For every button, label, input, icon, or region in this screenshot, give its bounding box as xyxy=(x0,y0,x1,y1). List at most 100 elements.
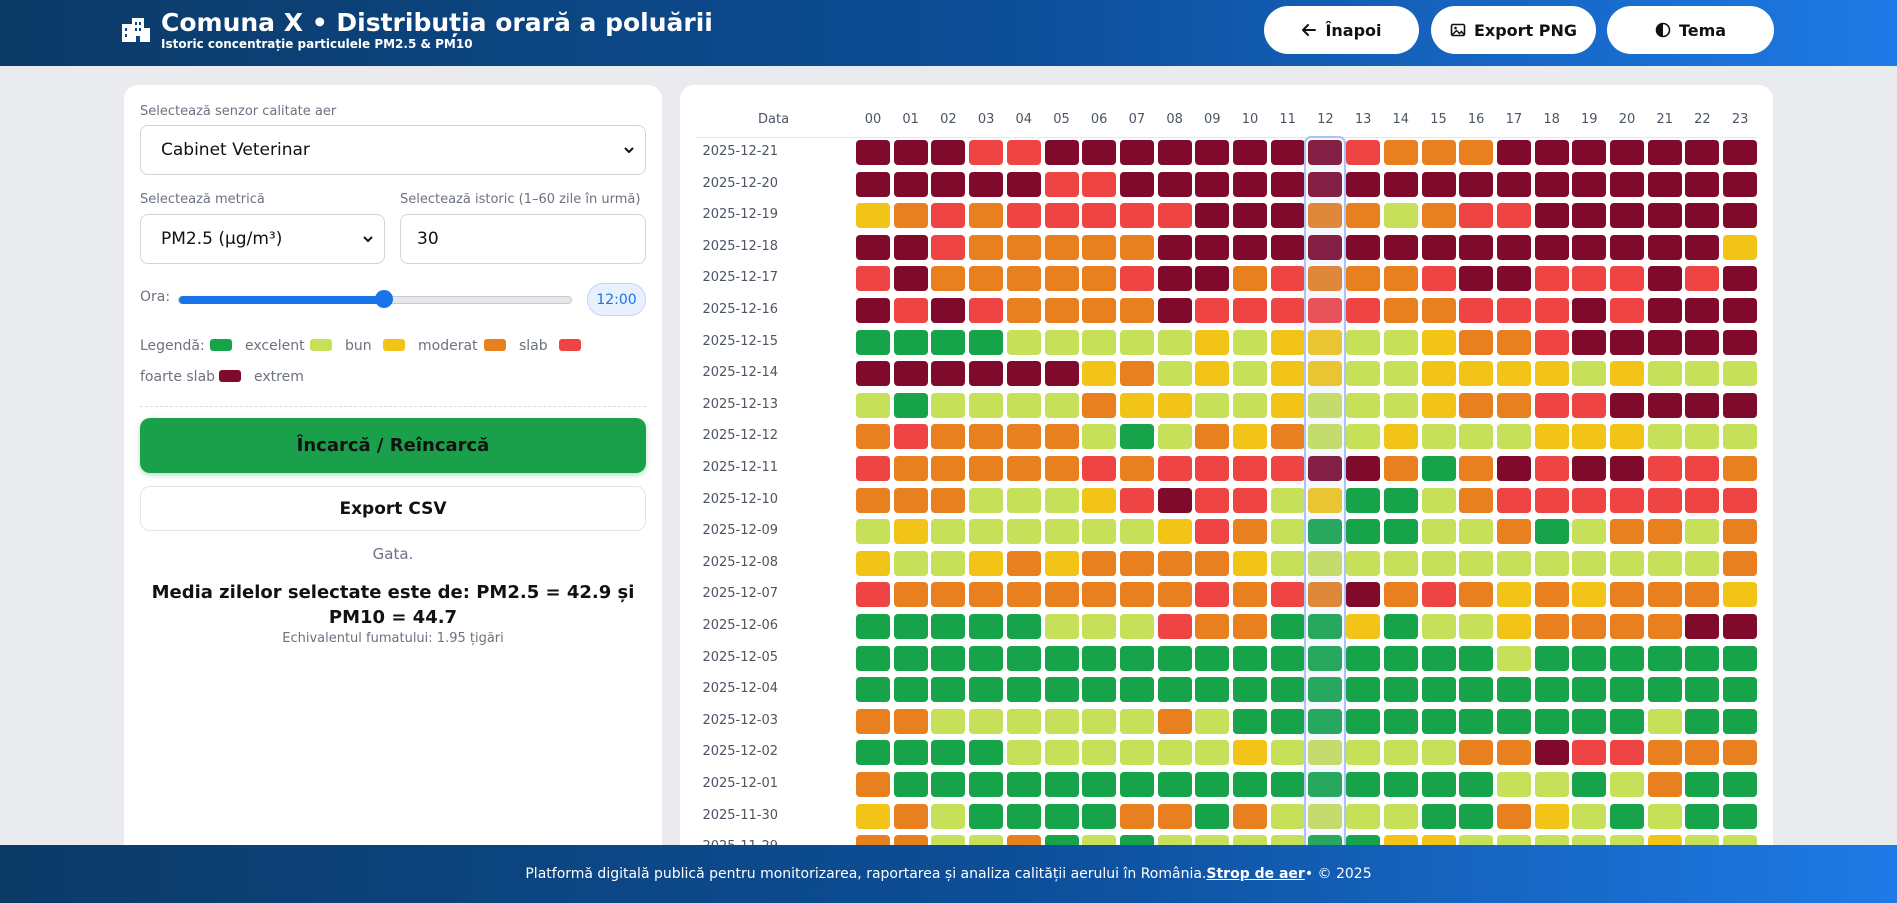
heatmap-cell[interactable] xyxy=(893,708,928,734)
heatmap-cell[interactable] xyxy=(1346,171,1381,197)
heatmap-cell[interactable] xyxy=(1157,645,1192,671)
heatmap-cell[interactable] xyxy=(1610,329,1644,355)
heatmap-cell[interactable] xyxy=(969,298,1004,323)
heatmap-cell[interactable] xyxy=(1610,803,1644,829)
heatmap-cell[interactable] xyxy=(1572,582,1607,608)
heatmap-cell[interactable] xyxy=(1233,519,1267,545)
heatmap-cell[interactable] xyxy=(1157,772,1192,797)
heatmap-cell[interactable] xyxy=(1233,392,1267,418)
heatmap-cell[interactable] xyxy=(1534,803,1569,829)
heatmap-cell[interactable] xyxy=(1270,424,1305,450)
heatmap-cell[interactable] xyxy=(1157,803,1192,829)
heatmap-cell[interactable] xyxy=(1723,708,1758,734)
heatmap-cell[interactable] xyxy=(1006,614,1041,639)
heatmap-cell[interactable] xyxy=(1685,392,1720,418)
heatmap-cell[interactable] xyxy=(1044,803,1079,829)
hour-slider-thumb[interactable] xyxy=(375,290,393,308)
heatmap-cell[interactable] xyxy=(1082,329,1117,355)
heatmap-cell[interactable] xyxy=(1459,677,1494,703)
heatmap-cell[interactable] xyxy=(1006,298,1041,323)
heatmap-cell[interactable] xyxy=(1346,266,1381,292)
heatmap-cell[interactable] xyxy=(1044,708,1079,734)
heatmap-cell[interactable] xyxy=(893,266,928,292)
heatmap-cell[interactable] xyxy=(1610,203,1644,229)
heatmap-cell[interactable] xyxy=(1496,519,1531,545)
heatmap-cell[interactable] xyxy=(1119,582,1154,608)
heatmap-cell[interactable] xyxy=(1572,424,1607,450)
heatmap-cell[interactable] xyxy=(1647,298,1682,323)
heatmap-cell[interactable] xyxy=(1270,392,1305,418)
heatmap-cell[interactable] xyxy=(1233,234,1267,260)
heatmap-cell[interactable] xyxy=(1459,203,1494,229)
heatmap-cell[interactable] xyxy=(1572,550,1607,576)
heatmap-cell[interactable] xyxy=(893,550,928,576)
heatmap-cell[interactable] xyxy=(931,645,966,671)
heatmap-cell[interactable] xyxy=(1534,677,1569,703)
heatmap-cell[interactable] xyxy=(1723,424,1758,450)
heatmap-cell[interactable] xyxy=(1195,203,1230,229)
export-png-button[interactable]: Export PNG xyxy=(1431,6,1596,54)
heatmap-cell[interactable] xyxy=(1006,456,1041,481)
heatmap-cell[interactable] xyxy=(969,392,1004,418)
heatmap-cell[interactable] xyxy=(1647,203,1682,229)
heatmap-cell[interactable] xyxy=(1421,645,1456,671)
heatmap-cell[interactable] xyxy=(1195,740,1230,766)
heatmap-cell[interactable] xyxy=(1685,740,1720,766)
heatmap-cell[interactable] xyxy=(1119,456,1154,481)
heatmap-cell[interactable] xyxy=(1610,677,1644,703)
heatmap-cell[interactable] xyxy=(1723,361,1758,387)
heatmap-cell[interactable] xyxy=(1496,487,1531,513)
heatmap-cell[interactable] xyxy=(1044,645,1079,671)
heatmap-cell[interactable] xyxy=(1195,298,1230,323)
heatmap-cell[interactable] xyxy=(893,456,928,481)
heatmap-cell[interactable] xyxy=(893,803,928,829)
heatmap-cell[interactable] xyxy=(1270,645,1305,671)
sensor-select[interactable]: Cabinet Veterinar xyxy=(140,125,646,175)
heatmap-cell[interactable] xyxy=(969,550,1004,576)
heatmap-cell[interactable] xyxy=(1157,487,1192,513)
heatmap-cell[interactable] xyxy=(1157,677,1192,703)
heatmap-cell[interactable] xyxy=(1006,266,1041,292)
heatmap-cell[interactable] xyxy=(1421,266,1456,292)
heatmap-cell[interactable] xyxy=(1195,582,1230,608)
heatmap-cell[interactable] xyxy=(969,140,1004,165)
heatmap-cell[interactable] xyxy=(893,392,928,418)
heatmap-cell[interactable] xyxy=(1685,487,1720,513)
heatmap-cell[interactable] xyxy=(1383,772,1418,797)
heatmap-cell[interactable] xyxy=(969,266,1004,292)
heatmap-cell[interactable] xyxy=(1647,456,1682,481)
heatmap-cell[interactable] xyxy=(1610,424,1644,450)
heatmap-cell[interactable] xyxy=(1157,171,1192,197)
heatmap-cell[interactable] xyxy=(1346,582,1381,608)
heatmap-cell[interactable] xyxy=(1383,456,1418,481)
heatmap-cell[interactable] xyxy=(1044,266,1079,292)
heatmap-cell[interactable] xyxy=(1195,519,1230,545)
heatmap-cell[interactable] xyxy=(1685,424,1720,450)
heatmap-cell[interactable] xyxy=(1233,803,1267,829)
heatmap-cell[interactable] xyxy=(1195,329,1230,355)
heatmap-cell[interactable] xyxy=(1685,234,1720,260)
heatmap-cell[interactable] xyxy=(1647,803,1682,829)
heatmap-cell[interactable] xyxy=(1459,803,1494,829)
heatmap-cell[interactable] xyxy=(1723,203,1758,229)
heatmap-cell[interactable] xyxy=(969,677,1004,703)
heatmap-cell[interactable] xyxy=(931,740,966,766)
heatmap-cell[interactable] xyxy=(1346,614,1381,639)
heatmap-cell[interactable] xyxy=(1383,298,1418,323)
heatmap-cell[interactable] xyxy=(1496,677,1531,703)
heatmap-cell[interactable] xyxy=(1459,424,1494,450)
heatmap-cell[interactable] xyxy=(1082,772,1117,797)
heatmap-cell[interactable] xyxy=(969,582,1004,608)
heatmap-cell[interactable] xyxy=(1195,772,1230,797)
heatmap-cell[interactable] xyxy=(1610,582,1644,608)
heatmap-cell[interactable] xyxy=(1233,424,1267,450)
heatmap-cell[interactable] xyxy=(1006,740,1041,766)
heatmap-cell[interactable] xyxy=(1572,677,1607,703)
heatmap-cell[interactable] xyxy=(856,740,890,766)
heatmap-cell[interactable] xyxy=(1685,456,1720,481)
heatmap-cell[interactable] xyxy=(1044,740,1079,766)
heatmap-cell[interactable] xyxy=(1421,614,1456,639)
heatmap-cell[interactable] xyxy=(1685,361,1720,387)
heatmap-cell[interactable] xyxy=(931,614,966,639)
heatmap-cell[interactable] xyxy=(1534,550,1569,576)
